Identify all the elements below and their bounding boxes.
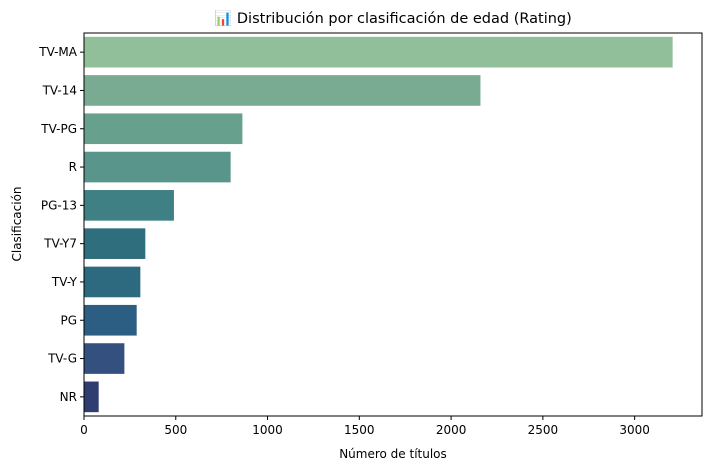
- y-axis-ticks: TV-MA TV-14 TV-PG R PG-13 TV-Y7 TV-Y PG TV-G NR: [38, 45, 84, 404]
- y-tick-label: TV-Y7: [43, 237, 77, 251]
- x-tick-label: 500: [164, 423, 187, 437]
- x-axis-ticks: 0 500 1000 1500 2000 2500 3000: [80, 416, 650, 437]
- chart-title: 📊 Distribución por clasificación de edad…: [214, 9, 572, 27]
- y-tick-label: NR: [60, 390, 77, 404]
- x-tick-label: 3000: [619, 423, 650, 437]
- bar-tv-g: [84, 343, 125, 374]
- y-axis-label: Clasificación: [10, 186, 24, 261]
- x-tick-label: 2500: [528, 423, 559, 437]
- x-tick-label: 0: [80, 423, 88, 437]
- y-tick-label: PG-13: [41, 198, 77, 212]
- x-tick-label: 2000: [436, 423, 467, 437]
- x-axis-label: Número de títulos: [339, 447, 447, 461]
- bar-tv-14: [84, 75, 481, 106]
- y-tick-label: R: [69, 160, 77, 174]
- bar-pg-13: [84, 190, 174, 221]
- bar-tv-y: [84, 266, 141, 298]
- bars-group: [84, 36, 673, 413]
- y-tick-label: TV-14: [42, 83, 77, 97]
- y-tick-label: TV-Y: [51, 275, 78, 289]
- y-tick-label: PG: [60, 313, 77, 327]
- x-tick-label: 1000: [252, 423, 283, 437]
- y-tick-label: TV-G: [47, 352, 77, 366]
- bar-r: [84, 151, 231, 183]
- y-tick-label: TV-PG: [40, 122, 77, 136]
- y-tick-label: TV-MA: [38, 45, 78, 59]
- bar-tv-pg: [84, 113, 243, 145]
- bar-tv-ma: [84, 36, 673, 68]
- x-tick-label: 1500: [344, 423, 375, 437]
- bar-tv-y7: [84, 228, 146, 259]
- bar-nr: [84, 381, 99, 413]
- plot-frame: [83, 32, 703, 417]
- bar-pg: [84, 304, 137, 336]
